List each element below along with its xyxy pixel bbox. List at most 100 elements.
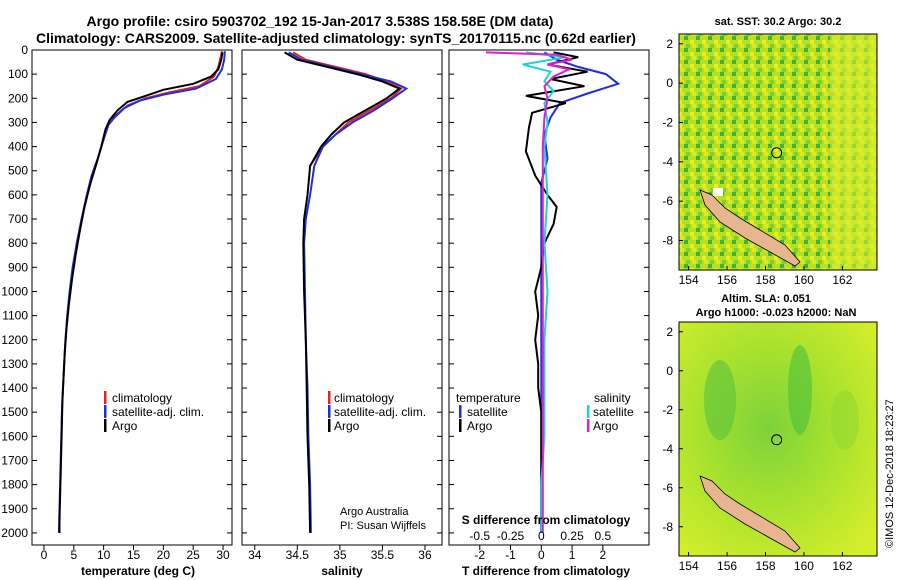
sla-eddy-2 — [788, 345, 812, 435]
y-tick-label: 600 — [8, 188, 28, 202]
map-y-tick-label: -4 — [662, 442, 673, 456]
y-tick-label: 1800 — [1, 478, 28, 492]
sst-heatmap-east — [830, 34, 877, 270]
sst-map: sat. SST: 30.2 Argo: 30.2 154 156 158 160 16… — [662, 16, 878, 287]
y-tick-label: 700 — [8, 212, 28, 226]
x-tick-label: 0 — [41, 548, 48, 562]
map-y-tick-label: -6 — [662, 481, 673, 495]
temperature-panel: 0 100 200 300 400 500 600 700 800 900 1000 1100 1200… — [1, 43, 233, 578]
y-tick-label: 1400 — [1, 381, 28, 395]
y-tick-label: 500 — [8, 164, 28, 178]
series-line-salinity-argo — [485, 51, 573, 533]
sst-cloud-gap — [713, 188, 723, 196]
map-x-tick-label: 154 — [679, 559, 699, 573]
x-tick-label: 1 — [569, 548, 576, 562]
legend-header-salinity: salinity — [594, 391, 631, 405]
x-tick-label-salinity: 0 — [538, 529, 545, 543]
y-tick-label: 1700 — [1, 453, 28, 467]
sla-map-title: Altim. SLA: 0.051 — [721, 293, 811, 305]
salinity-panel: 34 34.5 35 35.5 36 salinity climatology sate… — [241, 49, 443, 578]
map-x-tick-label: 156 — [717, 559, 737, 573]
y-tick-label: 200 — [8, 91, 28, 105]
map-x-tick-label: 160 — [794, 273, 814, 287]
series-line-satellite-adj-clim- — [57, 51, 226, 533]
sla-eddy-1 — [704, 360, 736, 440]
map-x-tick-label: 162 — [832, 273, 852, 287]
difference-xlabel: T difference from climatology — [462, 564, 630, 578]
map-x-tick-label: 158 — [755, 559, 775, 573]
x-tick-label: -2 — [474, 548, 485, 562]
map-x-tick-label: 154 — [679, 273, 699, 287]
y-tick-label: 1200 — [1, 333, 28, 347]
legend-satellite: satellite-adj. clim. — [334, 405, 426, 419]
map-y-tick-label: -8 — [662, 520, 673, 534]
legend-header-temperature: temperature — [456, 391, 521, 405]
y-tick-label: 100 — [8, 67, 28, 81]
sst-map-title: sat. SST: 30.2 Argo: 30.2 — [715, 16, 842, 28]
x-tick-label-salinity: 0.25 — [560, 529, 584, 543]
legend-temp-argo: Argo — [467, 419, 493, 433]
map-y-tick-label: 2 — [666, 37, 673, 51]
y-tick-label: 300 — [8, 115, 28, 129]
sla-argo-marker — [771, 434, 783, 446]
legend-swatch-temp-argo — [459, 419, 462, 432]
y-tick-label: 1100 — [2, 309, 28, 323]
y-tick-label: 2000 — [1, 526, 28, 540]
x-tick-label: 25 — [187, 548, 201, 562]
sla-island-coast — [699, 475, 801, 553]
map-x-tick-label: 160 — [794, 559, 814, 573]
map-y-tick-label: -4 — [662, 155, 673, 169]
legend-swatch-argo — [104, 419, 107, 432]
y-tick-label: 1600 — [1, 429, 28, 443]
legend-argo: Argo — [334, 419, 360, 433]
sla-eddy-3 — [831, 390, 859, 450]
sst-island-coast — [699, 189, 801, 267]
salinity-frame — [241, 49, 443, 546]
x-tick-label: 30 — [216, 548, 230, 562]
x-tick-label: 20 — [157, 548, 171, 562]
y-tick-label: 900 — [8, 260, 28, 274]
x-tick-label-salinity: -0.5 — [469, 529, 490, 543]
difference-xlabel-salinity: S difference from climatology — [462, 513, 631, 527]
y-tick-label: 1000 — [1, 284, 28, 298]
sla-map: Altim. SLA: 0.051 Argo h1000: -0.023 h20… — [662, 293, 878, 573]
temperature-frame — [31, 49, 233, 546]
legend-swatch-climatology — [104, 391, 107, 404]
title-line-1: Argo profile: csiro 5903702_192 15-Jan-2… — [87, 13, 554, 29]
y-tick-label: 400 — [8, 140, 28, 154]
map-y-tick-label: -8 — [662, 234, 673, 248]
salinity-legend: climatology satellite-adj. clim. Argo — [328, 391, 426, 433]
x-tick-label: 34.5 — [286, 548, 310, 562]
imos-stamp: ©IMOS 12-Dec-2018 18:23:27 — [884, 399, 896, 548]
x-tick-label: -1 — [505, 548, 516, 562]
series-line-temperature-argo — [524, 51, 588, 533]
legend-swatch-satellite — [104, 405, 107, 418]
difference-frame — [448, 49, 650, 546]
y-tick-label: 1500 — [1, 405, 28, 419]
legend-swatch-satellite — [328, 405, 331, 418]
x-tick-label: 35 — [333, 548, 347, 562]
credit-line-1: Argo Australia — [340, 506, 409, 518]
map-y-tick-label: 0 — [666, 364, 673, 378]
series-line-climatology — [292, 51, 403, 167]
map-x-tick-label: 162 — [832, 559, 852, 573]
map-x-tick-label: 158 — [755, 273, 775, 287]
credit-line-2: PI: Susan Wijffels — [340, 520, 426, 532]
temperature-xlabel: temperature (deg C) — [81, 564, 195, 578]
legend-swatch-climatology — [328, 391, 331, 404]
x-tick-label-salinity: -0.25 — [497, 529, 525, 543]
sst-argo-marker — [771, 147, 783, 159]
series-line-temperature-satellite — [540, 51, 621, 533]
legend-sal-argo: Argo — [593, 419, 619, 433]
legend-swatch-argo — [328, 419, 331, 432]
y-tick-label: 1300 — [1, 357, 28, 371]
sla-map-frame — [678, 321, 878, 557]
legend-swatch-temp-satellite — [459, 405, 462, 418]
map-y-tick-label: -6 — [662, 194, 673, 208]
temperature-legend: climatology satellite-adj. clim. Argo — [104, 391, 204, 433]
y-tick-label: 800 — [8, 236, 28, 250]
x-tick-label: 15 — [127, 548, 141, 562]
map-y-tick-label: 2 — [666, 325, 673, 339]
salinity-xlabel: salinity — [321, 564, 363, 578]
